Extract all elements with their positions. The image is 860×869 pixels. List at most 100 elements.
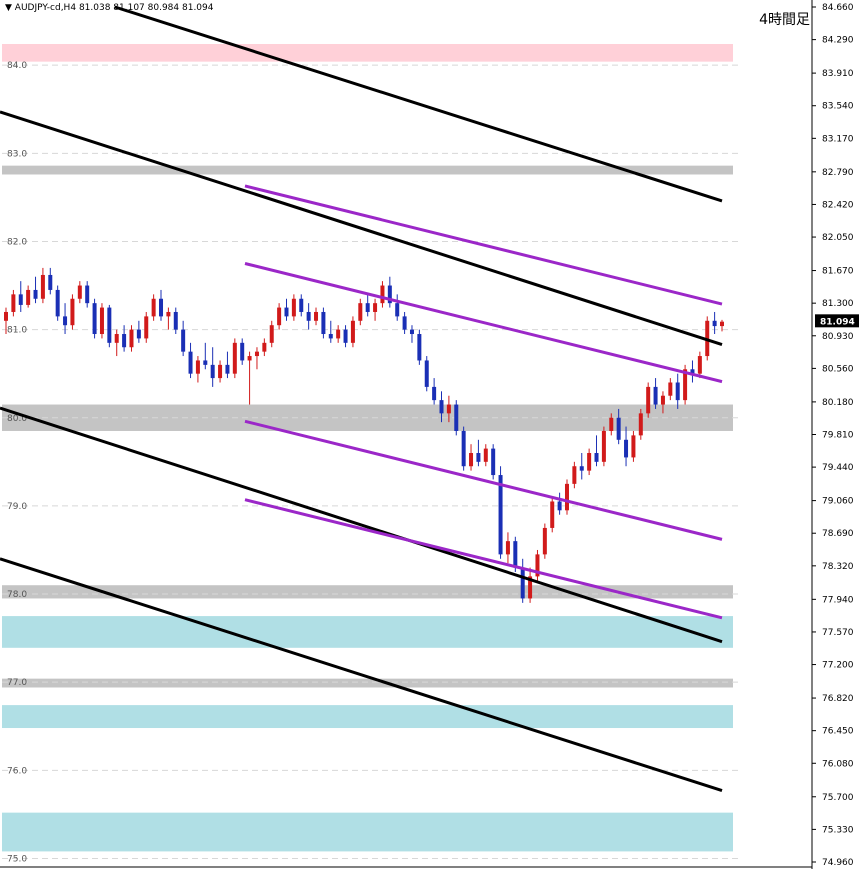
symbol-label: AUDJPY-cd,H4 [14,3,77,13]
y-tick-label: 81.670 [822,267,854,277]
current-price-label: 81.094 [820,317,855,327]
level-label: 77.0 [7,678,27,688]
candle-up [469,453,474,467]
candle-down [653,386,658,405]
candle-up [446,404,451,414]
candle-down [306,311,311,321]
zone-band [2,585,733,599]
channel-line [244,498,723,620]
level-label: 81.0 [7,326,27,336]
candle-down [63,316,68,326]
candle-down [173,311,178,330]
candle-up [11,294,16,312]
channel-line [244,184,723,306]
y-tick-label: 79.440 [822,463,854,473]
candle-down [122,334,127,348]
candle-up [358,303,363,321]
candle-down [476,453,481,462]
y-tick-label: 80.930 [822,332,854,342]
candle-up [535,554,540,577]
candle-up [129,329,134,348]
candle-down [417,334,422,361]
candle-down [225,364,230,374]
y-tick-label: 78.690 [822,529,854,539]
candle-down [181,329,186,352]
candle-down [616,417,621,440]
candle-up [380,285,385,304]
trend-line [0,406,723,644]
channel-line [244,262,723,384]
candle-up [350,320,355,343]
candle-up [151,298,156,317]
candle-up [314,311,319,321]
candle-up [4,311,8,321]
candle-up [40,274,45,299]
candle-down [491,448,496,476]
y-tick-label: 83.910 [822,69,854,79]
candle-down [520,567,525,599]
candle-up [683,369,688,401]
candle-down [328,334,333,339]
trend-line [114,5,723,203]
candle-down [579,466,584,471]
candle-up [70,298,75,326]
candle-down [395,303,400,317]
candle-down [690,369,695,374]
candle-up [542,527,547,555]
y-tick-label: 76.080 [822,759,854,769]
candle-down [402,316,407,330]
zone-band [2,165,733,175]
y-tick-label: 77.200 [822,661,854,671]
zone-band [2,44,733,62]
candle-up [195,360,200,374]
candle-up [144,316,149,339]
candle-up [638,413,643,436]
zone-band [2,705,733,729]
y-tick-label: 83.540 [822,102,854,112]
y-tick-label: 75.700 [822,793,854,803]
y-tick-label: 77.570 [822,628,854,638]
candle-up [572,466,577,484]
y-tick-label: 82.050 [822,233,854,243]
chart-header: ▼ AUDJPY-cd,H4 81.038 81.107 80.984 81.0… [5,3,214,13]
y-tick-label: 79.810 [822,431,854,441]
candle-down [55,289,60,317]
candle-up [631,435,636,458]
y-tick-label: 84.660 [822,3,854,13]
current-price-marker [815,314,859,328]
candle-down [240,342,245,361]
candle-up [528,576,533,599]
candle-up [166,311,171,317]
candle-down [107,307,112,343]
candle-down [210,364,215,379]
level-label: 82.0 [7,237,27,247]
candle-down [48,274,53,290]
zone-band [2,812,733,852]
candle-up [218,364,223,379]
y-tick-label: 84.290 [822,36,854,46]
candle-up [262,342,267,352]
candle-down [136,329,141,339]
candle-up [550,501,555,528]
candle-down [513,541,518,568]
candle-down [159,298,164,317]
candle-up [277,307,282,326]
level-label: 75.0 [7,854,27,864]
y-tick-label: 82.420 [822,200,854,210]
collapse-arrow-icon[interactable]: ▼ [5,3,12,13]
candle-down [18,294,23,305]
candle-up [646,386,651,414]
candle-up [77,285,82,299]
period-label: 4時間足 [759,12,810,28]
candle-down [284,307,289,317]
y-tick-label: 76.820 [822,694,854,704]
candle-up [601,430,606,462]
trend-line [0,110,723,347]
candle-up [587,453,592,471]
candle-up [269,325,274,343]
candle-up [483,448,488,462]
candle-down [557,501,562,511]
level-label: 84.0 [7,61,27,71]
y-tick-label: 82.790 [822,168,854,178]
